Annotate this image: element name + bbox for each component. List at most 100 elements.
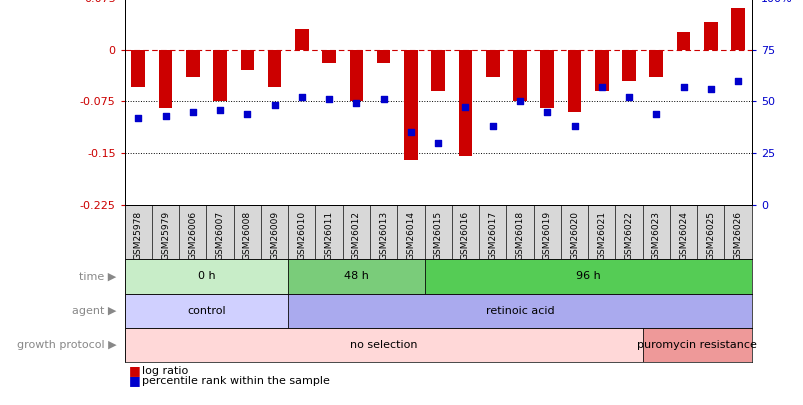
FancyBboxPatch shape — [669, 205, 696, 259]
Bar — [295, 29, 308, 49]
FancyBboxPatch shape — [287, 205, 315, 259]
Bar — [131, 49, 145, 87]
Text: no selection: no selection — [349, 340, 417, 350]
Text: time ▶: time ▶ — [79, 271, 116, 281]
Bar — [404, 49, 418, 160]
FancyBboxPatch shape — [261, 205, 287, 259]
Point — [159, 113, 172, 119]
Text: puromycin resistance: puromycin resistance — [637, 340, 756, 350]
Bar — [594, 49, 608, 91]
FancyBboxPatch shape — [124, 328, 642, 362]
Text: 48 h: 48 h — [344, 271, 369, 281]
Point — [349, 100, 362, 107]
Text: log ratio: log ratio — [142, 366, 189, 375]
Text: growth protocol ▶: growth protocol ▶ — [17, 340, 116, 350]
Text: GSM26013: GSM26013 — [379, 211, 388, 260]
Bar — [731, 8, 744, 49]
Point — [540, 108, 553, 115]
Text: agent ▶: agent ▶ — [72, 306, 116, 316]
Bar — [185, 49, 199, 77]
Point — [377, 96, 389, 102]
Point — [186, 108, 199, 115]
FancyBboxPatch shape — [342, 205, 369, 259]
Text: 0 h: 0 h — [198, 271, 215, 281]
FancyBboxPatch shape — [560, 205, 588, 259]
FancyBboxPatch shape — [287, 294, 751, 328]
FancyBboxPatch shape — [424, 205, 451, 259]
Text: GSM26015: GSM26015 — [433, 211, 442, 260]
FancyBboxPatch shape — [287, 259, 424, 294]
Text: GSM26021: GSM26021 — [597, 211, 605, 260]
FancyBboxPatch shape — [724, 205, 751, 259]
Bar — [377, 49, 390, 63]
Bar — [540, 49, 553, 108]
FancyBboxPatch shape — [533, 205, 560, 259]
Bar — [567, 49, 581, 111]
Bar — [512, 49, 526, 101]
Text: GSM26024: GSM26024 — [679, 211, 687, 260]
Point — [676, 83, 689, 90]
FancyBboxPatch shape — [124, 205, 152, 259]
Text: GSM26014: GSM26014 — [406, 211, 415, 260]
Point — [513, 98, 526, 104]
Point — [649, 111, 662, 117]
Bar — [267, 49, 281, 87]
Text: GSM25978: GSM25978 — [133, 211, 143, 260]
Text: retinoic acid: retinoic acid — [485, 306, 553, 316]
FancyBboxPatch shape — [397, 205, 424, 259]
Bar — [649, 49, 662, 77]
Text: GSM26006: GSM26006 — [188, 211, 197, 260]
Point — [322, 96, 335, 102]
Text: GSM26008: GSM26008 — [243, 211, 251, 260]
Bar — [485, 49, 499, 77]
FancyBboxPatch shape — [369, 205, 397, 259]
FancyBboxPatch shape — [642, 205, 669, 259]
Bar — [158, 49, 172, 108]
Point — [241, 111, 254, 117]
Text: percentile rank within the sample: percentile rank within the sample — [142, 376, 330, 386]
FancyBboxPatch shape — [179, 205, 206, 259]
Point — [459, 104, 471, 111]
FancyBboxPatch shape — [315, 205, 342, 259]
Text: GSM26020: GSM26020 — [569, 211, 578, 260]
Point — [295, 94, 308, 100]
Bar — [349, 49, 363, 101]
FancyBboxPatch shape — [206, 205, 234, 259]
Bar — [676, 32, 690, 49]
Text: GSM26017: GSM26017 — [487, 211, 496, 260]
FancyBboxPatch shape — [696, 205, 724, 259]
Text: GSM26012: GSM26012 — [352, 211, 361, 260]
Text: GSM26009: GSM26009 — [270, 211, 279, 260]
FancyBboxPatch shape — [506, 205, 533, 259]
FancyBboxPatch shape — [234, 205, 261, 259]
Point — [731, 77, 744, 84]
Bar — [431, 49, 444, 91]
Point — [622, 94, 634, 100]
Bar — [322, 49, 336, 63]
FancyBboxPatch shape — [614, 205, 642, 259]
Text: GSM26026: GSM26026 — [732, 211, 742, 260]
Text: ■: ■ — [128, 364, 141, 377]
Point — [703, 85, 716, 92]
Bar — [213, 49, 226, 101]
Point — [486, 123, 499, 129]
Bar — [703, 22, 717, 49]
FancyBboxPatch shape — [152, 205, 179, 259]
Text: 96 h: 96 h — [575, 271, 600, 281]
Text: GSM26018: GSM26018 — [515, 211, 524, 260]
FancyBboxPatch shape — [642, 328, 751, 362]
Text: GSM26010: GSM26010 — [297, 211, 306, 260]
Text: GSM26011: GSM26011 — [324, 211, 333, 260]
Text: GSM26007: GSM26007 — [215, 211, 224, 260]
Text: GSM26019: GSM26019 — [542, 211, 551, 260]
Text: GSM26016: GSM26016 — [460, 211, 470, 260]
Text: GSM26022: GSM26022 — [624, 211, 633, 260]
FancyBboxPatch shape — [124, 294, 287, 328]
FancyBboxPatch shape — [451, 205, 479, 259]
FancyBboxPatch shape — [424, 259, 751, 294]
Point — [132, 115, 145, 121]
Text: ■: ■ — [128, 374, 141, 387]
Bar — [458, 49, 471, 156]
FancyBboxPatch shape — [124, 259, 287, 294]
Text: GSM25979: GSM25979 — [161, 211, 169, 260]
